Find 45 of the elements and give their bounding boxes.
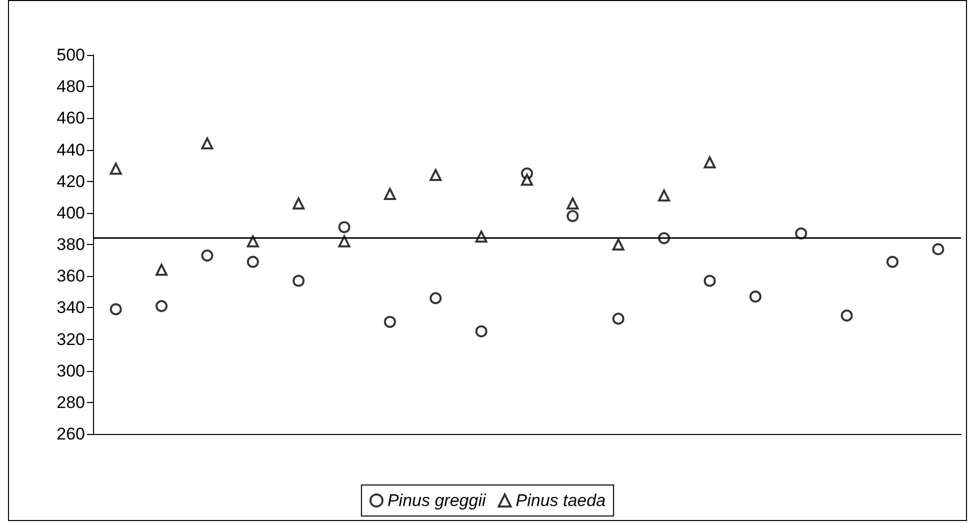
point: [201, 250, 214, 262]
y-tick-label: 440: [56, 140, 85, 160]
point: [475, 325, 488, 338]
point: [840, 310, 853, 322]
point: [566, 210, 579, 222]
point: [932, 243, 944, 256]
point: [201, 137, 214, 150]
point: [246, 256, 259, 268]
y-tick-label: 500: [56, 46, 85, 64]
point: [704, 274, 716, 287]
point: [338, 235, 350, 248]
point: [566, 197, 579, 210]
legend-label: Pinus greggii: [387, 491, 487, 510]
y-tick-label: 260: [56, 424, 85, 444]
point: [704, 156, 716, 168]
point: [384, 188, 396, 200]
y-tick-label: 480: [56, 77, 85, 96]
y-tick-label: 460: [56, 108, 85, 128]
point: [795, 227, 808, 240]
point: [384, 316, 396, 328]
point: [156, 300, 168, 312]
point: [110, 162, 122, 175]
point: [110, 303, 122, 316]
y-tick-label: 340: [56, 298, 85, 318]
y-tick-label: 300: [56, 361, 85, 380]
point: [521, 174, 533, 186]
y-tick-label: 380: [56, 235, 85, 254]
legend-label: Pinus taeda: [516, 491, 606, 510]
y-tick-label: 280: [56, 392, 85, 412]
point: [886, 256, 898, 268]
y-tick-label: 420: [56, 172, 85, 191]
point: [658, 190, 670, 202]
point: [749, 290, 762, 303]
point: [612, 312, 624, 325]
point: [430, 292, 442, 304]
y-tick-label: 360: [56, 266, 85, 286]
point: [292, 197, 305, 210]
point: [246, 235, 259, 248]
point: [292, 274, 305, 287]
point: [338, 221, 350, 234]
y-tick-label: 320: [56, 330, 85, 349]
point: [430, 169, 442, 182]
point: [156, 264, 168, 276]
point: [612, 238, 624, 250]
y-tick-label: 400: [56, 203, 85, 222]
